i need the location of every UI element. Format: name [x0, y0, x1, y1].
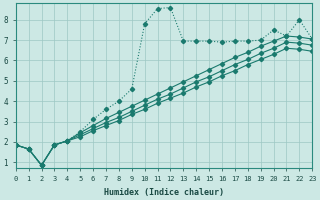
- X-axis label: Humidex (Indice chaleur): Humidex (Indice chaleur): [104, 188, 224, 197]
